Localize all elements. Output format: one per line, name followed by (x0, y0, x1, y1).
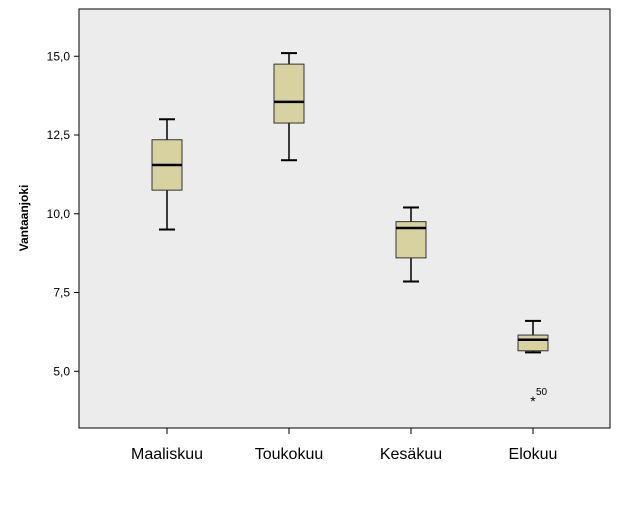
x-tick-label: Maaliskuu (131, 446, 203, 463)
box-group (395, 206, 427, 283)
box-group: *50 (517, 319, 549, 409)
box-group (273, 52, 305, 162)
y-tick-label: 12,5 (47, 128, 71, 142)
x-tick-label: Elokuu (509, 446, 558, 463)
y-tick-label: 7,5 (53, 286, 70, 300)
outlier-label: 50 (536, 387, 548, 398)
boxes-layer: *50 (151, 52, 549, 409)
x-axis: Maaliskuu Toukokuu Kesäkuu Elokuu (131, 428, 557, 463)
outlier-marker: * (530, 393, 536, 409)
plot-area (78, 8, 611, 429)
box-iqr (273, 63, 305, 124)
y-axis: 5,0 7,5 10,0 12,5 15,0 (47, 49, 79, 378)
y-axis-label: Vantaanjoki (17, 185, 31, 252)
box-group (151, 118, 183, 231)
y-tick-label: 5,0 (53, 364, 70, 378)
y-tick-label: 15,0 (47, 49, 71, 63)
x-tick-label: Toukokuu (255, 446, 324, 463)
y-tick-label: 10,0 (47, 207, 71, 221)
box-iqr (517, 334, 549, 352)
x-tick-label: Kesäkuu (380, 446, 442, 463)
